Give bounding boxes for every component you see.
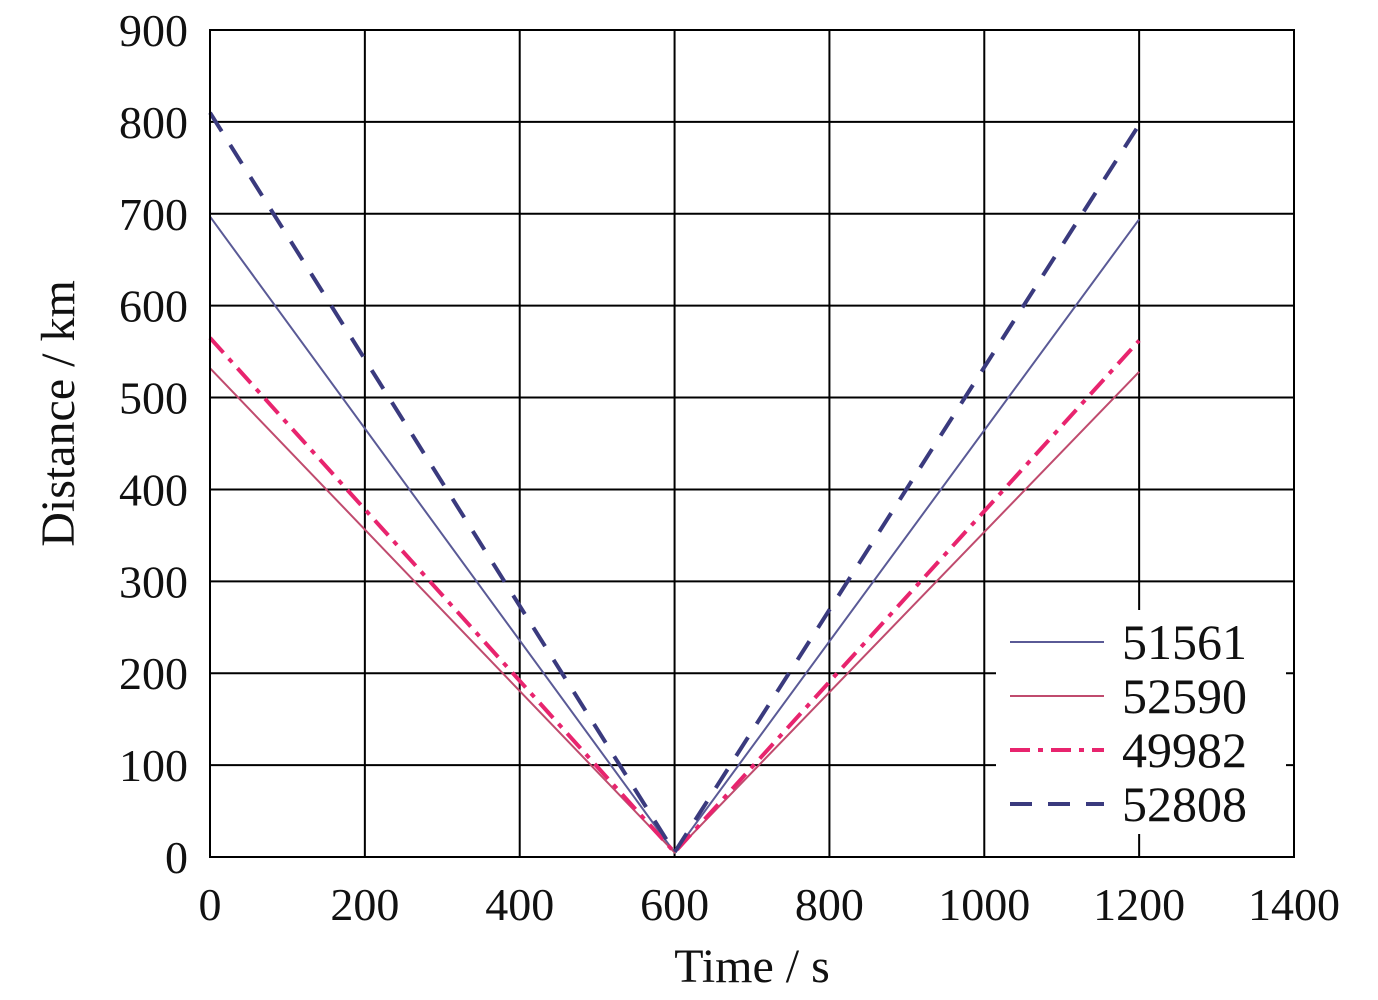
y-tick-label: 200: [119, 648, 188, 699]
y-axis-label: Distance / km: [32, 280, 85, 547]
x-tick-label: 800: [795, 879, 864, 930]
x-tick-label: 600: [640, 879, 709, 930]
y-tick-labels: 0 100 200 300 400 500 600 700 800 900: [119, 5, 188, 883]
x-tick-label: 1200: [1093, 879, 1185, 930]
y-tick-label: 0: [165, 832, 188, 883]
legend-label-52808: 52808: [1122, 776, 1247, 832]
y-tick-label: 700: [119, 189, 188, 240]
x-tick-label: 1000: [938, 879, 1030, 930]
y-tick-label: 100: [119, 740, 188, 791]
x-tick-label: 200: [330, 879, 399, 930]
x-tick-label: 0: [199, 879, 222, 930]
x-axis-label: Time / s: [674, 940, 830, 993]
y-tick-label: 800: [119, 97, 188, 148]
plot-frame: [209, 29, 1295, 858]
x-tick-label: 1400: [1248, 879, 1340, 930]
x-tick-labels: 0 200 400 600 800 1000 1200 1400: [199, 879, 1341, 930]
y-tick-label: 300: [119, 556, 188, 607]
x-tick-label: 400: [485, 879, 554, 930]
y-tick-label: 400: [119, 464, 188, 515]
series-line-52808: [208, 111, 1141, 857]
legend-box: [996, 610, 1286, 834]
y-tick-label: 500: [119, 373, 188, 424]
series-layer: [208, 111, 1141, 857]
y-tick-label: 900: [119, 5, 188, 56]
legend-label-51561: 51561: [1122, 614, 1247, 670]
series-line-52590: [209, 367, 1140, 854]
legend-label-52590: 52590: [1122, 668, 1247, 724]
series-line-49982: [208, 336, 1141, 856]
y-tick-label: 600: [119, 281, 188, 332]
legend-label-49982: 49982: [1122, 722, 1247, 778]
